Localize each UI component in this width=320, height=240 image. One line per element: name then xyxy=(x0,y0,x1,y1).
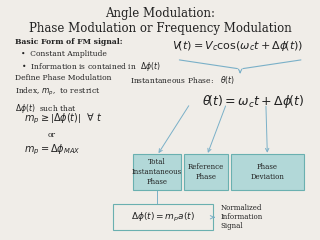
FancyBboxPatch shape xyxy=(231,154,304,190)
Text: Phase Modulation or Frequency Modulation: Phase Modulation or Frequency Modulation xyxy=(28,22,292,35)
Text: Phase
Deviation: Phase Deviation xyxy=(251,163,284,181)
Text: Basic Form of FM signal:: Basic Form of FM signal: xyxy=(15,38,123,46)
FancyBboxPatch shape xyxy=(133,154,181,190)
Text: Instantaneous Phase:   $\theta(t)$: Instantaneous Phase: $\theta(t)$ xyxy=(130,74,235,86)
Text: $m_p = \Delta\phi_{MAX}$: $m_p = \Delta\phi_{MAX}$ xyxy=(24,143,80,157)
Text: Reference
Phase: Reference Phase xyxy=(188,163,224,181)
Text: Total
Instantaneous
Phase: Total Instantaneous Phase xyxy=(132,158,182,186)
Text: Define Phase Modulation
Index, $m_p$,  to restrict
$\Delta\phi(t)$  such that: Define Phase Modulation Index, $m_p$, to… xyxy=(15,74,111,115)
FancyBboxPatch shape xyxy=(113,204,213,230)
Text: Normalized
Information
Signal: Normalized Information Signal xyxy=(220,204,263,230)
FancyBboxPatch shape xyxy=(184,154,228,190)
Text: •  Information is contained in  $\Delta\phi(t)$: • Information is contained in $\Delta\ph… xyxy=(21,60,160,72)
Text: or: or xyxy=(48,131,56,139)
Text: •  Constant Amplitude: • Constant Amplitude xyxy=(21,50,107,58)
Text: Angle Modulation:: Angle Modulation: xyxy=(105,7,215,20)
Text: $m_p \geq \left|\Delta\phi(t)\right|$  $\forall$ $t$: $m_p \geq \left|\Delta\phi(t)\right|$ $\… xyxy=(24,112,103,126)
Text: $\theta\!\left(t\right)=\omega_c t+\Delta\phi\!\left(t\right)$: $\theta\!\left(t\right)=\omega_c t+\Delt… xyxy=(202,93,304,110)
Text: $V\!\left(t\right)=V_c\cos\!\left(\omega_c t+\Delta\phi\!\left(t\right)\right)$: $V\!\left(t\right)=V_c\cos\!\left(\omega… xyxy=(172,39,304,53)
Text: $\Delta\phi(t) = m_p a(t)$: $\Delta\phi(t) = m_p a(t)$ xyxy=(131,211,195,224)
